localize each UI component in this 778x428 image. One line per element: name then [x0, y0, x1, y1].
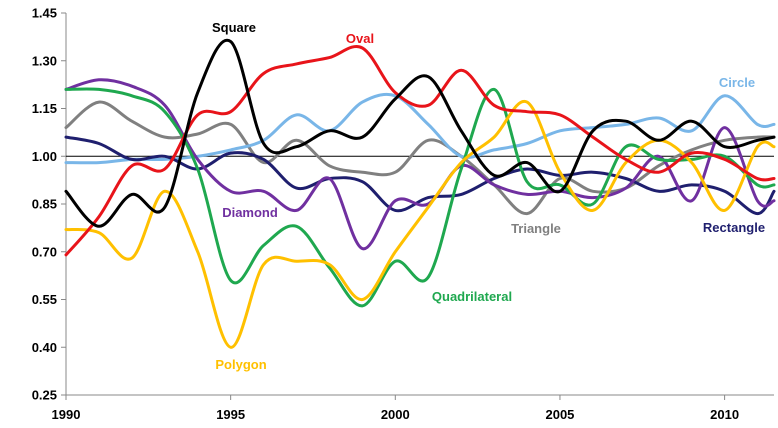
y-tick-label: 0.70	[32, 244, 57, 259]
series-label-polygon: Polygon	[215, 357, 266, 372]
series-label-rectangle: Rectangle	[703, 220, 765, 235]
x-tick-label: 2005	[545, 407, 574, 422]
series-label-circle: Circle	[719, 75, 755, 90]
series-label-triangle: Triangle	[511, 221, 561, 236]
axes: 0.25 0.40 0.55 0.70 0.85 1.00 1.15 1.30 1.45 1990…	[32, 6, 774, 422]
series-line-square	[64, 38, 776, 228]
series-line-quadrilateral	[64, 87, 776, 308]
y-tick-label: 0.25	[32, 388, 57, 403]
y-tick-label: 1.15	[32, 101, 57, 116]
x-tick-label: 2000	[381, 407, 410, 422]
series-label-diamond: Diamond	[222, 205, 278, 220]
x-tick-label: 1995	[216, 407, 245, 422]
y-tick-label: 1.45	[32, 6, 57, 21]
y-tick-label: 0.85	[32, 197, 57, 212]
series-line-diamond	[64, 78, 776, 251]
series-labels: Square Oval Circle Diamond Triangle Rectangle…	[212, 20, 765, 372]
y-tick-label: 0.55	[32, 292, 57, 307]
series-label-quadrilateral: Quadrilateral	[432, 289, 512, 304]
series-label-oval: Oval	[346, 31, 374, 46]
series-line-polygon	[64, 100, 776, 349]
y-tick-label: 0.40	[32, 340, 57, 355]
series-label-square: Square	[212, 20, 256, 35]
series-line-circle	[64, 92, 776, 165]
y-tick-label: 1.30	[32, 53, 57, 68]
plot-lines	[64, 38, 776, 349]
series-line-rectangle	[64, 135, 776, 216]
y-tick-label: 1.00	[32, 149, 57, 164]
x-tick-label: 2010	[710, 407, 739, 422]
x-tick-label: 1990	[52, 407, 81, 422]
